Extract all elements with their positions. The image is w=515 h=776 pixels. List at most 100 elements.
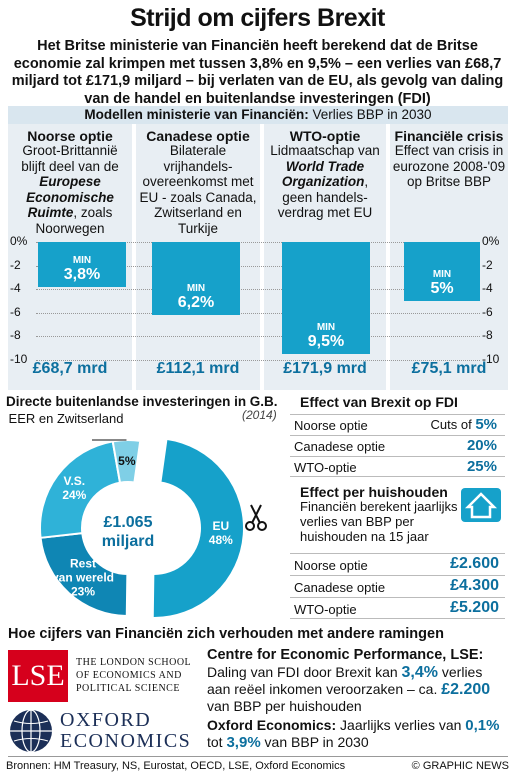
desc-text: Groot-Brittannië blijft deel van de xyxy=(21,143,119,174)
footer-rule xyxy=(8,756,508,757)
bar xyxy=(282,242,370,355)
gridline xyxy=(36,312,480,314)
money-crisis: £75,1 mrd xyxy=(411,360,487,377)
eer-label: EER en Zwitserland xyxy=(8,411,124,426)
bar xyxy=(152,242,240,316)
desc-text: Lidmaatschap van xyxy=(270,143,380,158)
oe-title: Oxford Economics: xyxy=(207,717,337,733)
y-tick-label: -6 xyxy=(10,304,21,319)
fdi-row: WTO-optie 25% xyxy=(290,456,505,477)
oe-value: 3,9% xyxy=(226,734,261,751)
y-tick-label: -8 xyxy=(482,328,493,343)
gridline xyxy=(36,242,480,243)
cep-text: Daling van FDI door Brexit kan xyxy=(207,664,402,680)
desc-text: Effect van crisis in eurozone 2008-'09 o… xyxy=(392,143,506,189)
panel-desc: Groot-Brittannië blijft deel van de Euro… xyxy=(10,143,130,236)
oe-text: van BBP in 2030 xyxy=(260,734,369,750)
desc-em: Europese Economische Ruimte xyxy=(26,174,114,220)
models-band-bold: Modellen ministerie van Financiën: xyxy=(84,107,309,122)
cep-text: van BBP per huishouden xyxy=(207,698,362,714)
page-title: Strijd om cijfers Brexit xyxy=(130,4,385,32)
pie-slice-label: 24% xyxy=(62,488,86,502)
bar-label-min: MIN xyxy=(186,283,206,295)
cep-block: Centre for Economic Performance, LSE: Da… xyxy=(207,646,509,715)
row-value: £5.200 xyxy=(450,599,499,616)
cep-value: £2.200 xyxy=(441,681,491,698)
household-row: Noorse optie £2.600 xyxy=(290,553,505,575)
row-value: £4.300 xyxy=(450,577,499,594)
y-tick-label: -8 xyxy=(10,328,21,343)
bar-label-min: MIN xyxy=(316,322,336,334)
row-label: Noorse optie xyxy=(294,558,368,573)
bar-value-label: MIN 9,5% xyxy=(282,322,370,350)
pie-center-unit: miljard xyxy=(101,533,155,550)
money-canadese: £112,1 mrd xyxy=(156,360,240,377)
y-tick-label: -4 xyxy=(10,281,21,296)
oe-block: Oxford Economics: Jaarlijks verlies van … xyxy=(207,717,509,751)
desc-text: Bilaterale vrijhandels-overeenkomst met … xyxy=(139,143,257,236)
oxford-logo-text: OXFORD ECONOMICS xyxy=(60,710,191,752)
desc-em: World Trade Organization xyxy=(281,158,365,190)
row-value: 20% xyxy=(466,437,497,454)
bar-label-pct: 3,8% xyxy=(63,265,101,283)
pie-slice-label: 5% xyxy=(118,454,136,468)
lse-logo: LSE xyxy=(8,650,68,702)
gridline xyxy=(36,289,480,291)
fdi-effect-title: Effect van Brexit op FDI xyxy=(300,394,458,410)
bar-label-min: MIN xyxy=(432,269,452,280)
fdi-pie-year: (2014) xyxy=(242,408,277,422)
y-tick-label: 0% xyxy=(482,234,500,248)
intro-text: Het Britse ministerie van Financiën heef… xyxy=(11,38,504,107)
row-label: Noorse optie xyxy=(294,418,368,433)
gridline xyxy=(36,360,480,361)
panel-title: Canadese optie xyxy=(146,128,250,144)
y-tick-label: -6 xyxy=(482,304,493,319)
row-prefix: Cuts of xyxy=(430,417,476,432)
pie-slice-label: van wereld xyxy=(52,571,114,585)
row-value: 5% xyxy=(475,416,497,433)
pie-slice-label: V.S. xyxy=(64,474,86,488)
household-row: Canadese optie £4.300 xyxy=(290,575,505,597)
pie-slice-label: Rest xyxy=(70,557,96,571)
compare-title: Hoe cijfers van Financiën zich verhouden… xyxy=(8,626,444,642)
household-title: Effect per huishouden xyxy=(300,484,448,500)
pie-center-value: £1.065 xyxy=(103,514,153,531)
oxford-logo-line: OXFORD xyxy=(60,709,152,731)
bar-value-label: MIN 6,2% xyxy=(152,283,240,311)
models-band-rest: Verlies BBP in 2030 xyxy=(308,107,432,122)
lse-name: THE LONDON SCHOOL OF ECONOMICS AND POLIT… xyxy=(76,656,191,695)
models-band-text: Modellen ministerie van Financiën: Verli… xyxy=(8,107,508,122)
pie-slice xyxy=(39,532,129,618)
oe-text: Jaarlijks verlies van xyxy=(336,717,466,733)
row-label: WTO-optie xyxy=(294,602,357,617)
oe-value: 0,1% xyxy=(465,717,500,734)
oe-text: tot xyxy=(207,734,227,750)
household-row: WTO-optie £5.200 xyxy=(290,597,505,619)
pie-center: £1.065 miljard xyxy=(84,513,172,551)
desc-text: , zoals Noorwegen xyxy=(35,205,113,236)
panel-desc: Bilaterale vrijhandels-overeenkomst met … xyxy=(138,143,258,236)
bar-chart: 0% 0% -2 -2 -4 -4 -6 -6 -8 -8 -10 -10 MIN 3,8% MIN 6,2%… xyxy=(10,234,500,366)
pie-slice-label: 48% xyxy=(209,533,233,547)
y-tick-label: -10 xyxy=(10,352,28,366)
bar xyxy=(404,242,480,301)
y-tick-label: -4 xyxy=(482,281,493,296)
desc-text: , geen handels-verdrag met EU xyxy=(277,174,373,220)
lse-name-line: OF ECONOMICS AND xyxy=(76,670,182,681)
y-tick-label: 0% xyxy=(10,234,28,248)
row-label: Canadese optie xyxy=(294,580,386,595)
y-tick-label: -2 xyxy=(482,257,493,272)
credit: © GRAPHIC NEWS xyxy=(411,760,509,772)
household-desc: Financiën berekent jaarlijks verlies van… xyxy=(300,499,458,544)
bar xyxy=(38,242,126,287)
bar-label-min: MIN xyxy=(72,254,92,266)
fdi-pie-title: Directe buitenlandse investeringen in G.… xyxy=(6,394,296,409)
bar-label-pct: 6,2% xyxy=(177,294,215,312)
house-icon xyxy=(461,488,501,522)
lse-name-line: THE LONDON SCHOOL xyxy=(76,657,192,668)
panel-title: WTO-optie xyxy=(289,128,361,144)
lse-name-line: POLITICAL SCIENCE xyxy=(76,683,180,694)
pie-slice xyxy=(151,437,245,619)
cep-text: verlies aan reëel inkomen veroorzaken – … xyxy=(207,664,483,697)
y-tick-label: -2 xyxy=(10,257,21,272)
